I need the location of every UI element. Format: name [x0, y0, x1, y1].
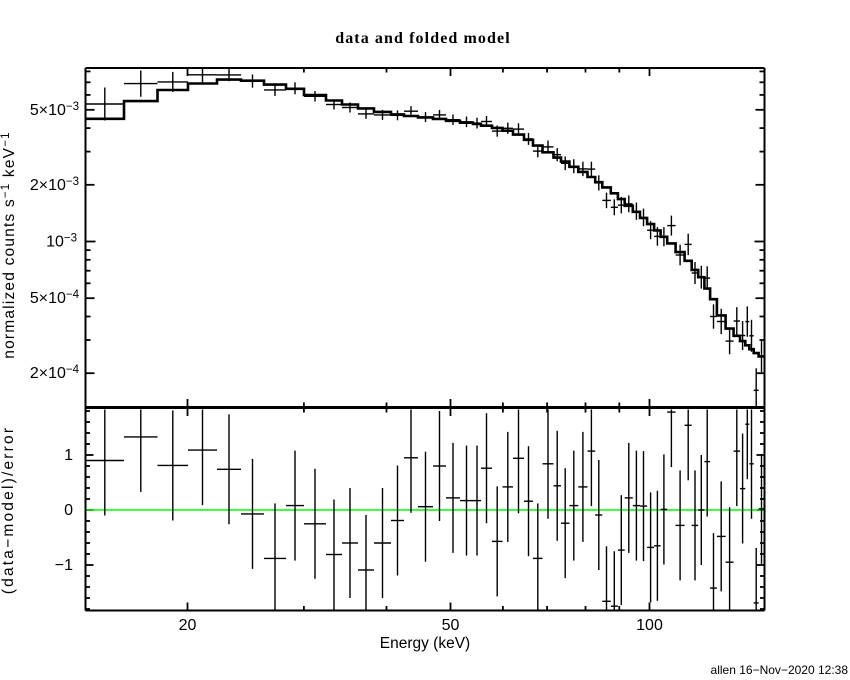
svg-text:100: 100 — [636, 617, 663, 634]
svg-text:20: 20 — [179, 617, 197, 634]
svg-text:data and folded model: data and folded model — [335, 30, 511, 47]
svg-text:50: 50 — [442, 617, 460, 634]
svg-text:0: 0 — [64, 502, 73, 519]
svg-text:normalized counts s−1 keV−1: normalized counts s−1 keV−1 — [0, 131, 18, 359]
svg-text:allen 16−Nov−2020 12:38: allen 16−Nov−2020 12:38 — [711, 663, 849, 677]
svg-text:(data−model)/error: (data−model)/error — [0, 426, 17, 594]
svg-text:Energy (keV): Energy (keV) — [380, 635, 470, 652]
svg-text:1: 1 — [64, 447, 73, 464]
svg-text:−1: −1 — [55, 557, 73, 574]
